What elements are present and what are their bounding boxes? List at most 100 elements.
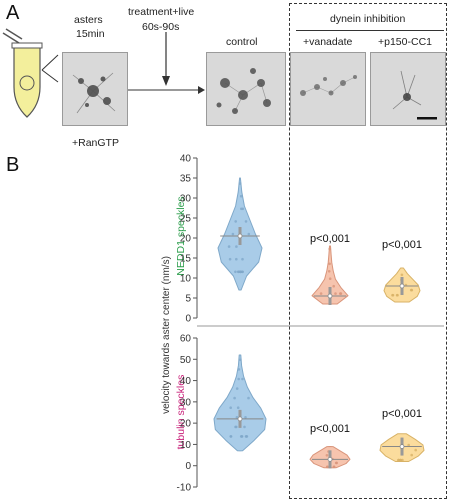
median-point [327,456,333,462]
y-tick-label: 15 [180,254,192,265]
panel-letter-a: A [6,2,20,24]
nedd1-y-label: NEDD1 speckles [175,196,187,275]
data-point [236,406,240,410]
y-tick-label: 20 [180,234,192,245]
data-point [328,247,332,251]
control-micrograph [206,52,286,126]
data-point [233,396,236,400]
dynein-header-underline [296,30,444,31]
treatment-label-1: treatment+live [128,6,195,18]
data-point [401,458,404,462]
median-point [237,233,243,239]
data-point [241,257,244,261]
data-point [240,207,243,211]
data-point [247,232,251,236]
y-tick-label: 5 [185,294,191,305]
y-tick-label: 50 [180,355,192,366]
data-point [234,425,237,429]
data-point [238,270,242,274]
y-tick-label: 40 [180,376,192,387]
data-point [235,245,238,248]
data-point [399,458,402,462]
dynein-header: dynein inhibition [330,13,406,25]
data-point [227,245,231,248]
data-point [234,220,237,223]
p-value-annotation: p<0,001 [382,408,422,420]
y-tick-label: 10 [180,274,192,285]
p150-micrograph [370,52,446,126]
scale-bar [417,117,437,120]
data-point [244,435,248,438]
median-point [399,444,405,449]
rangtp-label: +RanGTP [72,137,119,149]
median-point [327,293,333,299]
data-point [328,262,331,266]
median-point [399,283,405,289]
y-tick-label: 30 [180,397,192,408]
data-point [239,194,243,198]
data-point [410,453,414,457]
data-point [244,416,247,419]
data-point [332,465,336,469]
data-point [239,358,242,362]
treatment-label-2: 60s-90s [142,21,180,33]
data-point [328,277,332,281]
panel-letter-b: B [6,154,20,176]
workflow-arrows [41,32,205,94]
y-tick-label: 20 [180,419,192,430]
data-point [395,293,399,297]
data-point [234,270,237,274]
dynein-inhibition-box [289,3,447,499]
data-point [325,454,329,457]
data-point [235,416,239,419]
y-tick-label: 35 [180,174,192,185]
data-point [332,284,336,288]
data-point [339,292,342,295]
y-tick-label: 40 [180,154,192,165]
vanadate-label: +vanadate [303,36,353,48]
data-point [327,270,331,273]
y-tick-label: 10 [180,440,192,451]
p-value-annotation: p<0,001 [310,233,350,245]
median-point [237,416,243,422]
violin-tubulin-0 [213,354,267,452]
data-point [400,273,404,277]
y-tick-label: 30 [180,194,192,205]
data-point [231,232,235,236]
asters-label-1: asters [74,14,103,26]
data-point [237,270,240,274]
y-tick-label: -10 [177,483,192,494]
data-point [238,182,242,185]
data-point [409,288,413,292]
data-point [414,448,418,452]
vanadate-micrograph [290,52,366,126]
control-label: control [226,36,258,48]
shared-y-axis-label: velocity towards aster center (nm/s) [161,256,172,414]
data-point [247,396,250,400]
p-value-annotation: p<0,001 [310,423,350,435]
data-point [391,293,394,297]
data-point [228,257,232,261]
data-point [319,292,323,295]
violin-nedd1-1 [311,245,349,305]
data-point [237,368,241,371]
data-point [237,377,240,381]
y-tick-label: 60 [180,334,192,345]
p-value-annotation: p<0,001 [382,239,422,251]
data-point [326,465,329,469]
data-point [397,458,400,462]
data-point [235,257,238,261]
data-point [241,377,244,381]
data-point [334,461,338,465]
data-point [241,270,244,274]
data-point [334,292,337,295]
y-tick-label: 0 [185,314,191,325]
y-tick-label: 0 [185,461,191,472]
data-point [407,443,411,447]
tube-icon [2,28,43,118]
data-point [229,435,232,438]
tubulin-y-label: tubulin speckles [175,375,187,450]
p150-label: +p150-CC1 [378,36,432,48]
data-point [229,406,232,410]
